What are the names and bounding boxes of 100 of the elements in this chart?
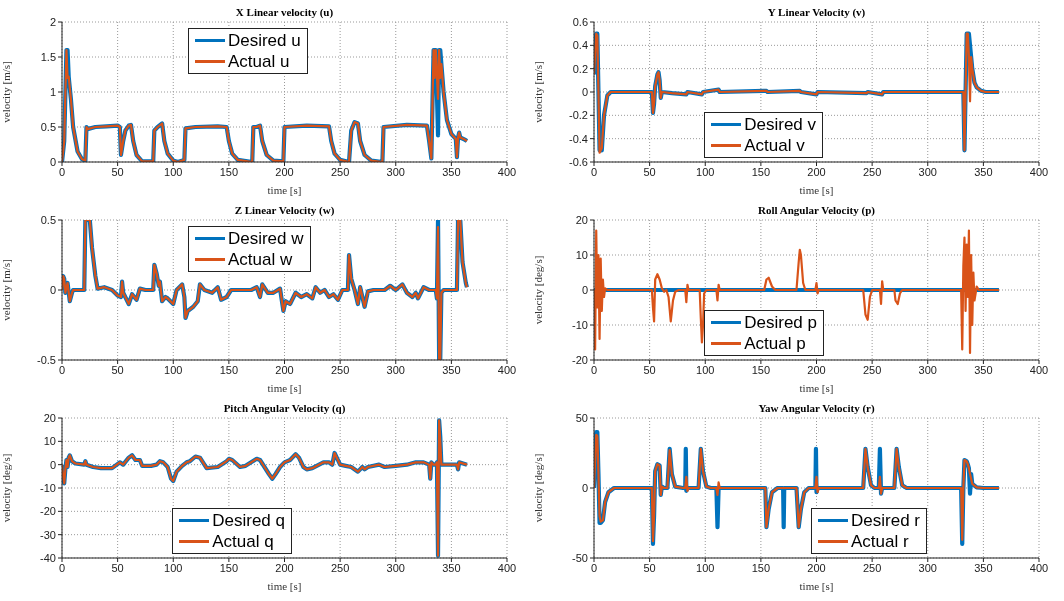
x-tick-label: 200 <box>275 363 294 376</box>
x-tick-label: 50 <box>111 165 124 178</box>
y-tick-label: 0 <box>581 85 588 98</box>
legend-label: Actual u <box>227 51 290 72</box>
x-tick-label: 150 <box>751 165 771 178</box>
y-tick-label: 20 <box>575 213 588 226</box>
y-tick-label: -30 <box>40 528 56 541</box>
x-tick-label: 250 <box>862 165 882 178</box>
y-tick-label: 0 <box>581 481 588 494</box>
legend-label: Actual p <box>744 333 806 354</box>
legend-label: Desired p <box>744 312 818 333</box>
y-tick-label: -0.4 <box>569 132 588 145</box>
y-axis-title: velocity [deg/s] <box>0 453 12 523</box>
x-tick-label: 200 <box>807 561 826 574</box>
y-axis-title: velocity [deg/s] <box>531 453 544 523</box>
x-tick-label: 400 <box>497 363 517 376</box>
x-tick-label: 0 <box>590 165 598 178</box>
x-tick-label: 400 <box>1029 561 1049 574</box>
legend-label: Desired u <box>227 30 301 51</box>
legend-label: Actual q <box>212 531 274 552</box>
legend-label: Actual w <box>227 249 293 270</box>
y-tick-label: -20 <box>40 505 56 518</box>
x-tick-label: 100 <box>164 165 183 178</box>
x-tick-label: 200 <box>807 363 826 376</box>
y-tick-label: 0.4 <box>572 39 588 52</box>
y-tick-label: 50 <box>575 411 588 424</box>
legend-label: Actual v <box>744 135 805 156</box>
x-axis-title: time [s] <box>799 184 834 196</box>
x-tick-label: 150 <box>751 561 771 574</box>
x-tick-label: 150 <box>219 165 239 178</box>
x-tick-label: 100 <box>696 561 715 574</box>
x-tick-label: 300 <box>918 363 937 376</box>
x-tick-label: 0 <box>58 165 66 178</box>
y-axis-title: velocity [m/s] <box>0 259 12 321</box>
y-tick-label: -40 <box>40 551 56 564</box>
x-tick-label: 300 <box>386 561 405 574</box>
x-tick-label: 300 <box>918 165 937 178</box>
legend-label: Desired w <box>227 228 304 249</box>
x-axis-title: time [s] <box>267 580 302 592</box>
y-tick-label: -0.6 <box>569 155 588 168</box>
x-tick-label: 400 <box>497 165 517 178</box>
x-tick-label: 250 <box>862 363 882 376</box>
x-tick-label: 0 <box>590 561 598 574</box>
y-tick-label: 1.5 <box>40 50 56 63</box>
x-tick-label: 350 <box>974 561 993 574</box>
chart-title: Pitch Angular Velocity (q) <box>222 402 347 414</box>
x-tick-label: 350 <box>974 363 993 376</box>
y-tick-label: 0.2 <box>572 62 588 75</box>
x-tick-label: 150 <box>219 363 239 376</box>
y-tick-label: 0.5 <box>40 120 56 133</box>
x-tick-label: 0 <box>58 363 66 376</box>
y-tick-label: -50 <box>572 551 588 564</box>
x-tick-label: 200 <box>275 561 294 574</box>
x-tick-label: 200 <box>275 165 294 178</box>
y-tick-label: 10 <box>43 435 56 448</box>
x-tick-label: 50 <box>643 165 656 178</box>
legend-label: Desired r <box>851 510 920 531</box>
x-tick-label: 200 <box>807 165 826 178</box>
y-axis-title: velocity [deg/s] <box>531 255 544 325</box>
y-tick-label: 0 <box>49 155 56 168</box>
y-tick-label: -10 <box>572 318 588 331</box>
y-axis-title: velocity [m/s] <box>0 61 12 123</box>
y-tick-label: -0.5 <box>37 353 56 366</box>
x-tick-label: 100 <box>164 561 183 574</box>
chart-title: Z Linear Velocity (w) <box>233 204 336 216</box>
x-tick-label: 300 <box>918 561 937 574</box>
x-tick-label: 350 <box>442 165 461 178</box>
y-tick-label: 0 <box>581 283 588 296</box>
x-tick-label: 250 <box>330 363 350 376</box>
y-tick-label: 0 <box>49 458 56 471</box>
legend-label: Actual r <box>851 531 909 552</box>
y-tick-label: 0 <box>49 283 56 296</box>
x-tick-label: 50 <box>111 363 124 376</box>
y-tick-label: 2 <box>49 15 56 28</box>
y-axis-title: velocity [m/s] <box>531 61 544 123</box>
y-tick-label: 0.5 <box>40 213 56 226</box>
chart-title: Yaw Angular Velocity (r) <box>757 402 876 414</box>
x-tick-label: 50 <box>111 561 124 574</box>
y-tick-label: 10 <box>575 248 588 261</box>
x-axis-title: time [s] <box>267 184 302 196</box>
legend-label: Desired v <box>744 114 817 135</box>
x-tick-label: 150 <box>751 363 771 376</box>
x-tick-label: 150 <box>219 561 239 574</box>
x-axis-title: time [s] <box>799 382 834 394</box>
x-tick-label: 400 <box>1029 165 1049 178</box>
y-tick-label: 1 <box>49 85 56 98</box>
x-tick-label: 0 <box>58 561 66 574</box>
y-tick-label: -10 <box>40 481 56 494</box>
x-tick-label: 400 <box>497 561 517 574</box>
x-tick-label: 250 <box>330 561 350 574</box>
chart-title: X Linear velocity (u) <box>234 6 335 18</box>
x-tick-label: 350 <box>442 561 461 574</box>
x-tick-label: 0 <box>590 363 598 376</box>
x-tick-label: 300 <box>386 165 405 178</box>
x-axis-title: time [s] <box>799 580 834 592</box>
chart-title: Y Linear Velocity (v) <box>766 6 867 18</box>
x-tick-label: 250 <box>330 165 350 178</box>
x-tick-label: 100 <box>696 363 715 376</box>
legend-label: Desired q <box>212 510 286 531</box>
x-tick-label: 400 <box>1029 363 1049 376</box>
